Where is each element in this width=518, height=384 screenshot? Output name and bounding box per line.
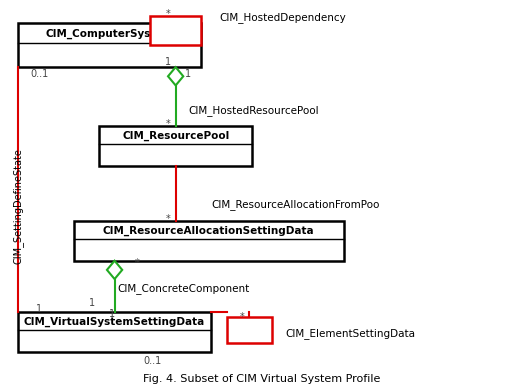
- Text: CIM_ElementSettingData: CIM_ElementSettingData: [285, 328, 415, 339]
- Text: CIM_ResourcePool: CIM_ResourcePool: [122, 131, 229, 141]
- Bar: [18, 23, 201, 67]
- Text: CIM_ResourceAllocationFromPoo: CIM_ResourceAllocationFromPoo: [211, 199, 380, 210]
- Text: CIM_VirtualSystemSettingData: CIM_VirtualSystemSettingData: [24, 317, 205, 327]
- Bar: [99, 126, 252, 166]
- Text: 1: 1: [185, 70, 192, 79]
- Bar: [226, 318, 272, 343]
- Text: 1: 1: [36, 304, 42, 314]
- Text: 0..1: 0..1: [143, 356, 162, 366]
- Text: CIM_HostedDependency: CIM_HostedDependency: [219, 12, 346, 23]
- Text: *: *: [166, 214, 170, 224]
- Text: CIM_HostedResourcePool: CIM_HostedResourcePool: [189, 106, 319, 116]
- Text: CIM_SettingDefineState: CIM_SettingDefineState: [12, 148, 23, 264]
- Text: 1: 1: [109, 309, 115, 319]
- Text: Fig. 4. Subset of CIM Virtual System Profile: Fig. 4. Subset of CIM Virtual System Pro…: [143, 374, 381, 384]
- Polygon shape: [107, 261, 122, 279]
- Bar: [74, 220, 343, 261]
- Bar: [150, 16, 201, 45]
- Bar: [18, 312, 211, 352]
- Text: 1: 1: [89, 298, 95, 308]
- Text: *: *: [239, 312, 244, 323]
- Text: *: *: [135, 258, 140, 268]
- Polygon shape: [168, 67, 183, 85]
- Text: *: *: [166, 9, 170, 19]
- Text: CIM_ComputerSystem: CIM_ComputerSystem: [45, 29, 174, 40]
- Text: CIM_ResourceAllocationSettingData: CIM_ResourceAllocationSettingData: [103, 225, 314, 236]
- Text: 0..1: 0..1: [30, 70, 48, 79]
- Text: *: *: [166, 119, 170, 129]
- Text: CIM_ConcreteComponent: CIM_ConcreteComponent: [117, 283, 249, 294]
- Text: 1: 1: [165, 57, 171, 67]
